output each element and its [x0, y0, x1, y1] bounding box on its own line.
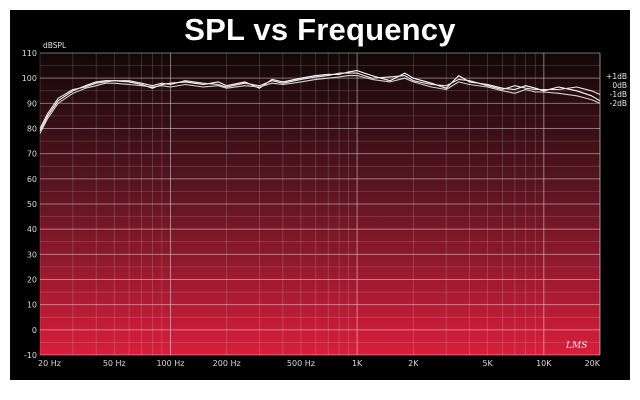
- chart-frame: SPL vs Frequency 110 100 90 80 70 60 50 40 30 20 1…: [10, 10, 630, 380]
- major-gridlines: [40, 52, 601, 356]
- response-line: [39, 75, 601, 134]
- x-tick-label: 20 Hz: [38, 359, 61, 368]
- y-unit-label: dBSPL: [43, 41, 67, 50]
- x-tick-label: 10K: [536, 359, 552, 368]
- y-tick-label: 30: [27, 250, 37, 259]
- x-tick-label: 50 Hz: [103, 359, 126, 368]
- y-tick-label: 90: [27, 99, 37, 108]
- legend-entry: +1dB: [606, 72, 627, 81]
- x-tick-label: 200 Hz: [213, 359, 241, 368]
- y-tick-label: 110: [22, 49, 37, 58]
- y-tick-label: 20: [27, 276, 37, 285]
- y-tick-label: 60: [27, 175, 37, 184]
- minor-gridlines: [39, 53, 601, 355]
- y-tick-label: -10: [24, 351, 37, 360]
- x-tick-label: 20K: [585, 359, 601, 368]
- y-tick-label: 80: [27, 125, 37, 134]
- y-tick-label: 40: [27, 225, 37, 234]
- chart-title: SPL vs Frequency: [184, 12, 456, 47]
- y-tick-label: 10: [27, 301, 37, 310]
- x-tick-label: 100 Hz: [156, 359, 184, 368]
- response-lines: [39, 70, 601, 134]
- plot-background: [40, 53, 600, 355]
- x-tick-label: 1K: [352, 359, 363, 368]
- y-tick-label: 0: [32, 326, 37, 335]
- legend-entry: 0dB: [612, 81, 627, 90]
- legend-entry: -1dB: [610, 90, 627, 99]
- x-tick-label: 500 Hz: [287, 359, 315, 368]
- lms-logo: LMS: [565, 341, 587, 351]
- legend-entry: -2dB: [610, 99, 627, 108]
- y-tick-label: 50: [27, 200, 37, 209]
- y-tick-label: 100: [22, 74, 37, 83]
- response-line: [39, 72, 601, 129]
- x-tick-label: 5K: [482, 359, 493, 368]
- y-tick-label: 70: [27, 150, 37, 159]
- x-tick-labels: 20 Hz 50 Hz 100 Hz 200 Hz 500 Hz 1K 2K 5K 10K 20K: [38, 359, 601, 368]
- x-tick-label: 2K: [408, 359, 419, 368]
